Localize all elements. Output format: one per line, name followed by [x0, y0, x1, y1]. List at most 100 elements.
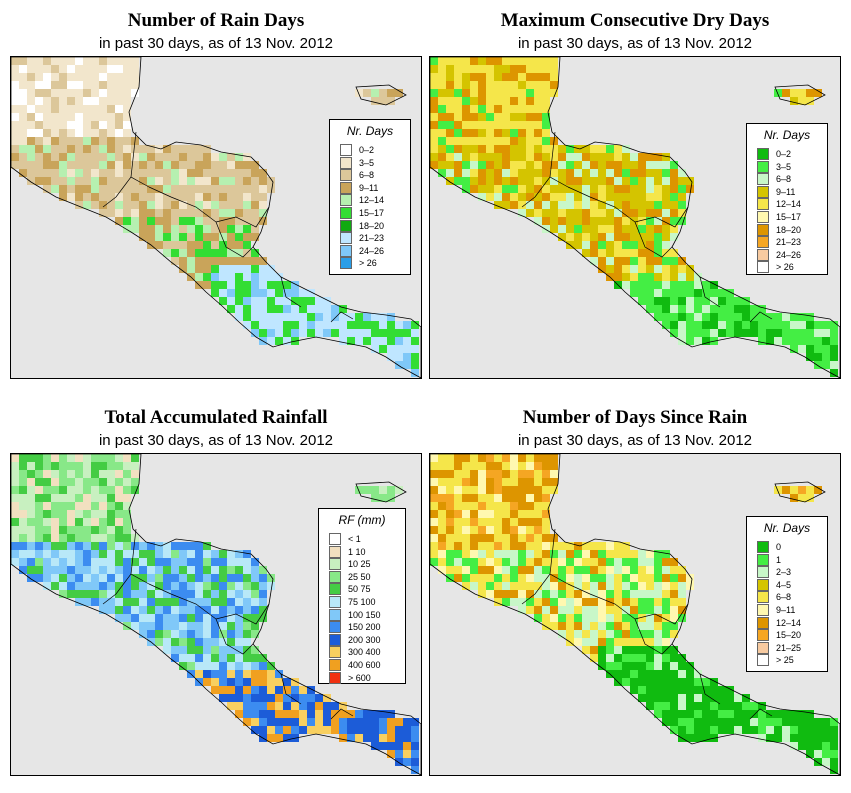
legend-swatch — [757, 198, 769, 211]
legend-swatch — [329, 671, 341, 684]
legend-swatch — [757, 160, 769, 173]
legend-label: 6–8 — [776, 592, 792, 603]
legend-title: Nr. Days — [346, 124, 394, 138]
panel-title: Number of Days Since Rain — [522, 407, 748, 428]
legend-label: 24–26 — [359, 245, 385, 256]
legend-swatch — [329, 633, 341, 646]
panel-since-rain: Number of Days Since Rain in past 30 day… — [429, 397, 841, 783]
country-border — [102, 573, 132, 605]
coastline — [11, 454, 421, 775]
legend-swatch — [757, 629, 769, 642]
legend-swatch — [329, 596, 341, 608]
legend-label: 0 — [776, 542, 782, 552]
legend-label: 4–5 — [776, 579, 792, 590]
country-border — [280, 673, 302, 705]
legend-swatch — [329, 570, 341, 583]
legend-label: 6–8 — [359, 170, 375, 181]
legend-swatch — [757, 211, 769, 223]
legend-title: RF (mm) — [338, 513, 386, 527]
map-canvas — [11, 57, 421, 378]
legend-label: 15–20 — [776, 630, 802, 641]
country-border — [634, 221, 673, 258]
legend-label: < 1 — [348, 534, 361, 544]
legend: RF (mm) < 1 1 10 10 25 25 50 50 75 75 100 100 … — [318, 508, 406, 684]
legend-swatch — [757, 223, 769, 236]
legend-swatch — [757, 541, 769, 553]
legend-swatch — [340, 181, 352, 194]
legend-swatch — [757, 236, 769, 249]
legend-label: 21–25 — [776, 642, 802, 653]
country-border — [634, 618, 673, 655]
legend-label: 6–8 — [776, 174, 792, 185]
panel-subtitle: in past 30 days, as of 13 Nov. 2012 — [517, 35, 753, 52]
country-border — [749, 708, 773, 720]
legend-swatch — [329, 558, 341, 571]
legend-swatch — [340, 156, 352, 169]
legend-swatch — [340, 144, 352, 156]
legend-label: > 25 — [776, 655, 794, 666]
legend-swatch — [329, 659, 341, 671]
coastline — [430, 57, 840, 378]
legend-swatch — [757, 654, 769, 667]
country-border — [699, 673, 721, 705]
panel-title: Number of Rain Days — [127, 10, 305, 31]
panel-subtitle: in past 30 days, as of 13 Nov. 2012 — [517, 432, 753, 449]
panel-rainfall: Total Accumulated Rainfall in past 30 da… — [10, 397, 422, 783]
country-border — [102, 176, 132, 208]
legend-label: 2–3 — [776, 567, 792, 578]
country-border — [280, 276, 302, 308]
legend-label: 25 50 — [348, 571, 371, 582]
legend-swatch — [329, 646, 341, 659]
country-border — [567, 186, 636, 223]
legend-swatch — [340, 169, 352, 182]
legend-swatch — [329, 533, 341, 545]
panel-title: Total Accumulated Rainfall — [104, 407, 328, 428]
legend-title: Nr. Days — [763, 128, 811, 142]
legend-swatch — [757, 578, 769, 591]
legend-label: 300 400 — [348, 647, 381, 658]
country-border — [634, 206, 689, 228]
coastline — [355, 481, 407, 503]
panel-dry-days: Maximum Consecutive Dry Days in past 30 … — [429, 0, 841, 386]
country-border — [148, 186, 217, 223]
map-canvas — [430, 57, 840, 378]
legend-swatch — [329, 545, 341, 558]
panel-title: Maximum Consecutive Dry Days — [500, 10, 770, 31]
legend-swatch — [340, 219, 352, 232]
legend-label: 10 25 — [348, 559, 371, 570]
legend-swatch — [757, 566, 769, 579]
legend-title: Nr. Days — [763, 521, 811, 535]
grid-cells — [11, 454, 419, 774]
legend-label: 21–23 — [359, 233, 385, 244]
coastline — [774, 481, 826, 503]
legend-label: 24–26 — [776, 249, 802, 260]
grid-cells — [430, 57, 838, 377]
map-rainfall: RF (mm) < 1 1 10 10 25 25 50 50 75 75 100 100 … — [10, 453, 422, 776]
legend-swatch — [757, 148, 769, 160]
country-border — [634, 603, 689, 625]
country-border — [215, 221, 254, 258]
grid-cells — [11, 57, 419, 377]
legend-label: 0–2 — [359, 145, 375, 155]
legend-swatch — [757, 173, 769, 186]
legend-swatch — [340, 232, 352, 245]
legend-swatch — [329, 608, 341, 621]
legend-label: 150 200 — [348, 622, 381, 633]
legend-swatch — [329, 583, 341, 596]
legend-label: 1 — [776, 554, 782, 565]
map-canvas — [430, 454, 840, 775]
legend-swatch — [757, 616, 769, 629]
legend-label: 18–20 — [359, 220, 385, 231]
legend-swatch — [340, 194, 352, 207]
country-border — [215, 206, 270, 228]
legend-swatch — [340, 257, 352, 270]
panel-subtitle: in past 30 days, as of 13 Nov. 2012 — [98, 432, 334, 449]
legend-label: 9–11 — [359, 182, 379, 193]
legend-label: 3–5 — [359, 157, 375, 168]
coastline — [774, 84, 826, 106]
country-border — [521, 176, 551, 208]
coastline — [11, 57, 421, 378]
legend-swatch — [340, 244, 352, 257]
map-canvas — [11, 454, 421, 775]
legend-label: 75 100 — [348, 597, 376, 607]
